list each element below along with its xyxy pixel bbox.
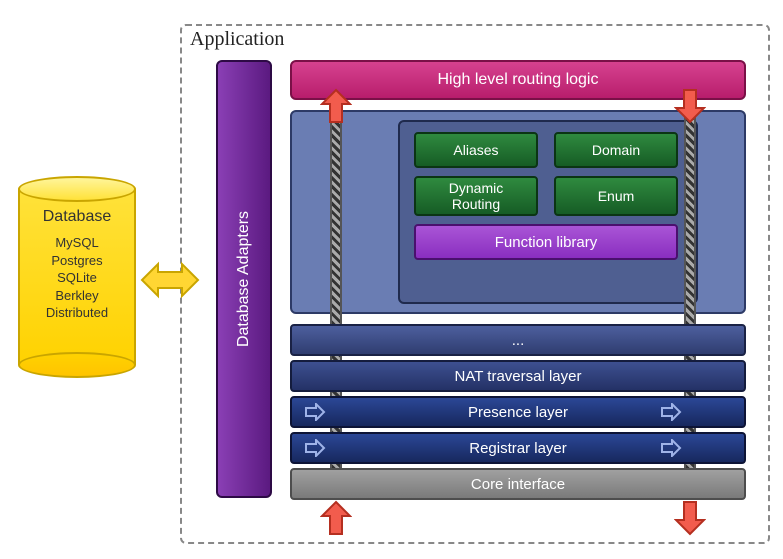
arrow-down-bottom-right-icon (674, 500, 706, 536)
database-item: Postgres (18, 252, 136, 270)
database-adapters-bar: Database Adapters (216, 60, 272, 498)
arrow-up-top-left-icon (320, 88, 352, 124)
database-title: Database (18, 208, 136, 226)
high-level-routing-label: High level routing logic (438, 71, 599, 89)
double-arrow-icon (140, 258, 200, 302)
layer-ellipsis: ... (290, 324, 746, 356)
database-list: MySQL Postgres SQLite Berkley Distribute… (18, 234, 136, 322)
arrow-right-icon (304, 439, 326, 457)
arrow-right-icon (304, 403, 326, 421)
module-enum: Enum (554, 176, 678, 216)
database-item: MySQL (18, 234, 136, 252)
database-item: SQLite (18, 269, 136, 287)
module-function-library: Function library (414, 224, 678, 260)
database-item: Distributed (18, 304, 136, 322)
arrow-right-icon (660, 403, 682, 421)
arrow-up-bottom-left-icon (320, 500, 352, 536)
module-domain: Domain (554, 132, 678, 168)
database-item: Berkley (18, 287, 136, 305)
database-adapters-label: Database Adapters (235, 211, 253, 347)
layer-nat: NAT traversal layer (290, 360, 746, 392)
module-aliases: Aliases (414, 132, 538, 168)
layer-core: Core interface (290, 468, 746, 500)
database-cylinder: Database MySQL Postgres SQLite Berkley D… (18, 176, 136, 378)
arrow-right-icon (660, 439, 682, 457)
arrow-down-top-right-icon (674, 88, 706, 124)
module-dynamic-routing: Dynamic Routing (414, 176, 538, 216)
application-title: Application (190, 28, 284, 51)
